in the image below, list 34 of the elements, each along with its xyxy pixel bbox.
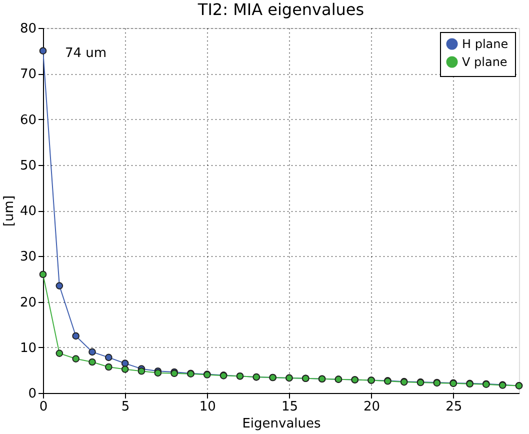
point — [104, 354, 112, 362]
x-tick-label: 20 — [364, 400, 380, 414]
point — [138, 367, 146, 375]
y-tick-label: 20 — [20, 295, 36, 310]
y-axis-title: [um] — [2, 195, 17, 227]
point — [88, 348, 96, 356]
point — [56, 350, 64, 357]
x-tick-label: 5 — [121, 400, 130, 414]
y-tick-label: 30 — [20, 250, 36, 265]
x-tick-label: 10 — [199, 400, 216, 414]
x-tick-label: 0 — [39, 400, 48, 414]
y-tick-label: 50 — [20, 158, 36, 174]
y-tick-label: 10 — [20, 340, 36, 356]
legend-label: H plane — [462, 37, 508, 51]
legend-label: V plane — [462, 55, 508, 69]
point — [121, 366, 129, 373]
x-axis-title: Eigenvalues — [242, 416, 322, 432]
x-tick-label: 15 — [281, 400, 298, 414]
chart-title: TI2: MIA eigenvalues — [196, 0, 364, 19]
y-tick-label: 40 — [20, 204, 36, 219]
point — [39, 270, 47, 278]
point — [104, 363, 112, 371]
y-tick-label: 80 — [20, 22, 36, 36]
y-tick-label: 70 — [20, 67, 36, 82]
point — [88, 358, 96, 366]
point — [72, 355, 80, 362]
y-tick-label: 0 — [28, 386, 36, 402]
x-tick-label: 25 — [446, 400, 462, 414]
point — [39, 47, 47, 54]
point — [72, 332, 80, 340]
annotation: 74 um — [65, 46, 107, 61]
point — [56, 282, 64, 290]
y-tick-label: 60 — [20, 112, 36, 128]
point — [121, 360, 129, 367]
